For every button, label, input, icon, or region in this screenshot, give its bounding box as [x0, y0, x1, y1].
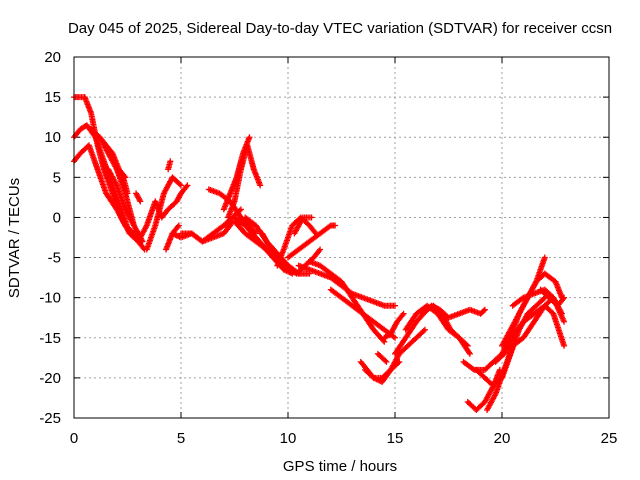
series-track-36	[419, 302, 488, 321]
y-tick-label: 0	[53, 209, 61, 226]
data-point-marker	[541, 254, 548, 261]
data-point-marker	[237, 206, 244, 213]
data-point-marker	[174, 223, 181, 230]
data-point-marker	[183, 183, 190, 190]
x-tick-label: 15	[387, 430, 404, 447]
axis-ticks: 0 5 10 15 20 25 -25 -20 -15 -10 -5 0 5 10 15 20	[39, 49, 617, 447]
data-point-marker	[420, 327, 427, 334]
series-track-44	[537, 286, 568, 309]
data-point-marker	[311, 229, 318, 236]
y-tick-label: -15	[39, 330, 61, 347]
series-track-18	[225, 142, 264, 221]
data-point-marker	[396, 358, 403, 365]
y-tick-label: -5	[48, 250, 61, 267]
data-point-marker	[392, 334, 398, 341]
x-tick-label: 5	[177, 430, 185, 447]
series-track-13	[165, 158, 174, 173]
data-point-marker	[308, 214, 315, 221]
data-point-marker	[399, 312, 406, 319]
data-points	[71, 94, 568, 413]
y-tick-label: -20	[39, 370, 61, 387]
data-point-marker	[126, 230, 133, 237]
series-track-12	[163, 222, 182, 253]
data-point-marker	[383, 358, 390, 365]
data-point-marker	[317, 246, 324, 253]
series-track-30	[381, 310, 407, 341]
data-point-marker	[480, 307, 487, 314]
data-point-marker	[332, 222, 339, 229]
series-track-09	[133, 190, 144, 205]
y-axis-label: SDTVAR / TECUs	[6, 178, 23, 298]
data-point-marker	[178, 182, 184, 189]
y-tick-label: 10	[44, 129, 61, 146]
data-point-marker	[463, 341, 470, 348]
data-point-marker	[246, 134, 253, 141]
series-track-25	[285, 222, 339, 261]
y-tick-label: 20	[44, 49, 61, 66]
series-track-06	[96, 134, 129, 181]
data-point-marker	[421, 326, 428, 333]
series-track-11	[143, 174, 184, 253]
data-point-marker	[326, 223, 333, 230]
data-point-marker	[175, 222, 182, 229]
x-tick-label: 20	[494, 430, 511, 447]
data-point-marker	[400, 310, 407, 317]
data-point-marker	[466, 349, 473, 356]
data-point-marker	[561, 342, 568, 349]
plot-frame	[73, 56, 610, 419]
data-point-marker	[392, 302, 398, 309]
series-track-26	[291, 214, 315, 237]
x-tick-label: 0	[70, 430, 78, 447]
data-point-marker	[137, 198, 144, 205]
data-point-marker	[184, 182, 191, 189]
data-point-marker	[316, 247, 323, 254]
data-point-marker	[136, 197, 143, 204]
data-point-marker	[540, 295, 547, 302]
data-point-marker	[469, 365, 476, 372]
data-point-marker	[380, 337, 387, 344]
data-point-marker	[124, 190, 131, 197]
series-track-32	[362, 326, 428, 385]
data-point-marker	[382, 357, 389, 364]
data-point-marker	[176, 181, 183, 188]
x-tick-label: 10	[280, 430, 297, 447]
grid-lines	[74, 57, 609, 418]
data-point-marker	[561, 294, 568, 301]
y-tick-label: -10	[39, 290, 61, 307]
data-point-marker	[561, 318, 568, 325]
series-track-04	[81, 94, 133, 237]
series-track-24	[274, 214, 319, 269]
x-axis-label: GPS time / hours	[283, 458, 397, 475]
data-point-marker	[464, 342, 471, 349]
data-point-marker	[257, 182, 264, 189]
data-point-marker	[466, 350, 473, 357]
series-track-35	[402, 302, 471, 349]
x-tick-label: 25	[601, 430, 618, 447]
data-point-marker	[167, 158, 174, 165]
y-tick-label: 5	[53, 169, 61, 186]
series-track-08	[120, 174, 131, 197]
y-tick-label: 15	[44, 89, 61, 106]
data-point-marker	[481, 306, 488, 313]
y-tick-label: -25	[39, 410, 61, 427]
chart-title: Day 045 of 2025, Sidereal Day-to-day VTE…	[68, 20, 612, 37]
series-track-33	[374, 350, 390, 365]
data-point-marker	[559, 296, 566, 303]
data-point-marker	[390, 333, 397, 340]
data-point-marker	[558, 310, 565, 317]
